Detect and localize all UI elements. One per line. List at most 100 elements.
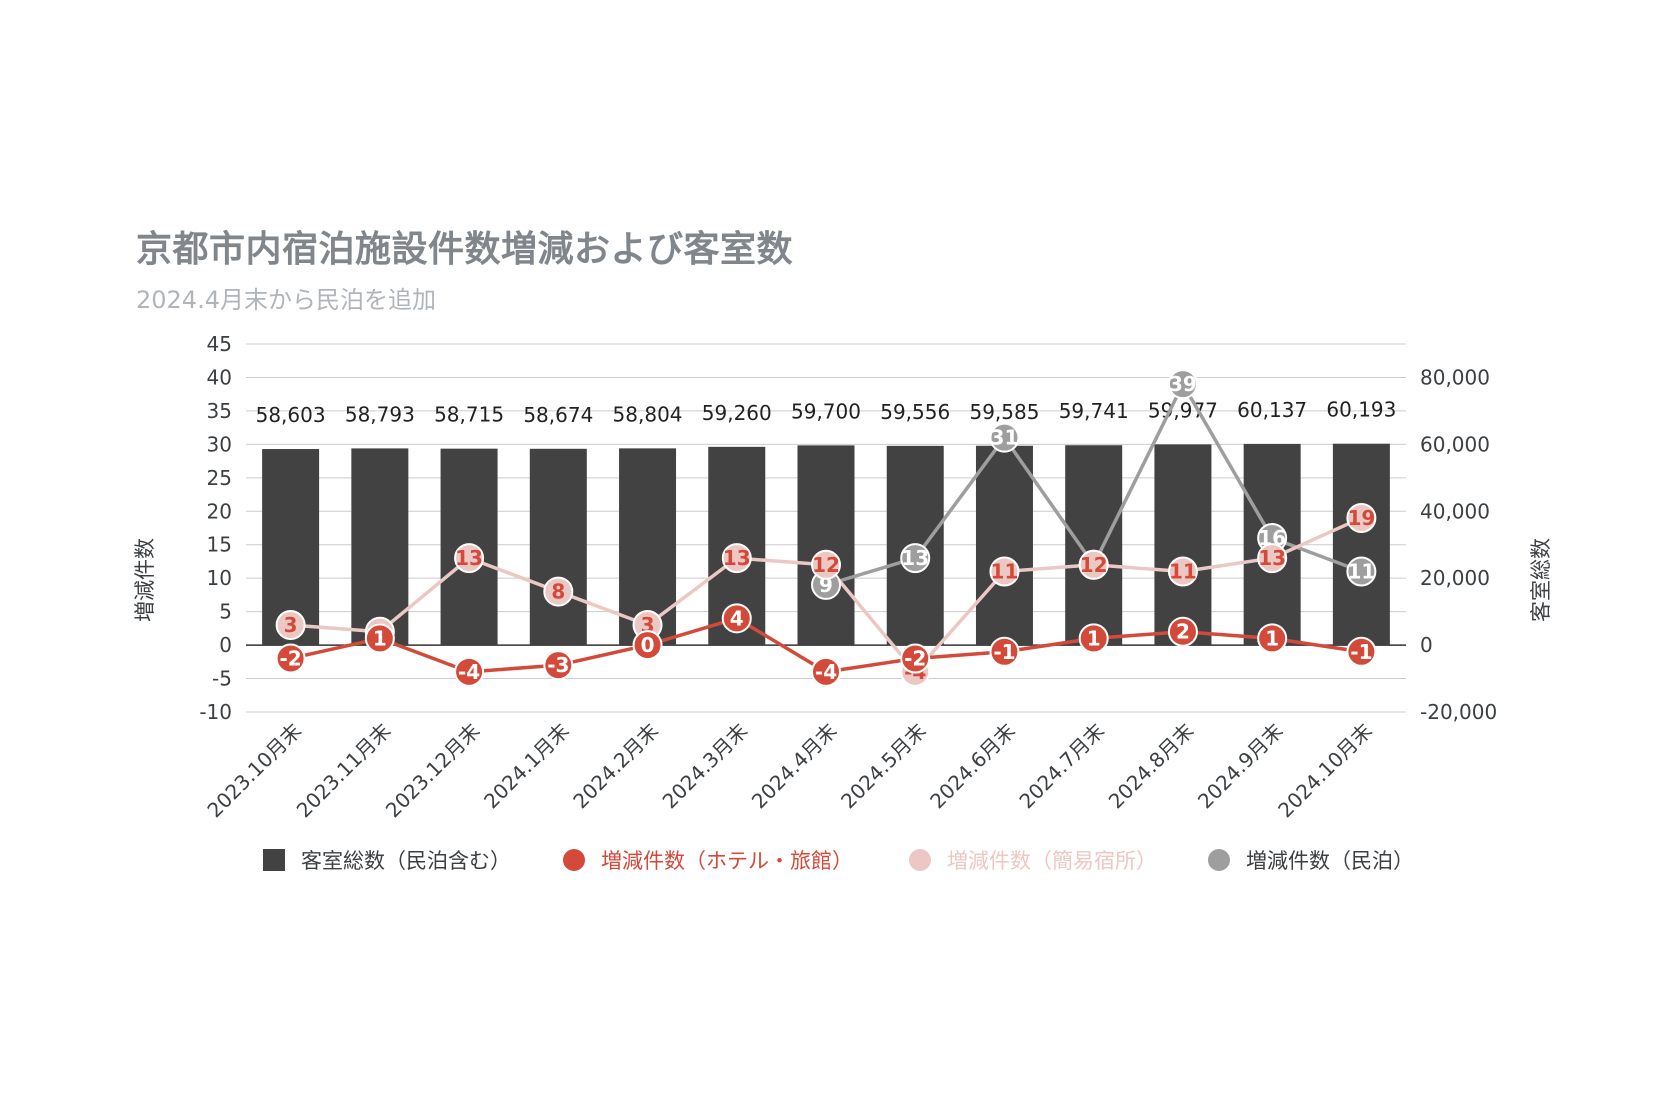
category-label: 2024.10月末 (1273, 719, 1377, 823)
data-point (811, 549, 841, 580)
point-data-label: 4 (730, 606, 744, 630)
left-tick-label: 20 (207, 499, 232, 523)
category-labels: 2023.10月末2023.11月末2023.12月末2024.1月末2024.… (202, 719, 1377, 823)
data-point (1257, 543, 1288, 574)
bar-data-label: 58,793 (345, 402, 415, 426)
legend-label: 増減件数（民泊） (1246, 849, 1414, 873)
series-points: 91331123916113213831312-41112111319-21-4… (275, 369, 1377, 687)
legend-label: 客室総数（民泊含む） (301, 849, 511, 873)
bar-data-label: 58,804 (613, 402, 683, 426)
category-label: 2024.6月末 (925, 719, 1020, 814)
data-point (900, 643, 931, 674)
data-point (1078, 623, 1109, 654)
legend-swatch (909, 849, 931, 871)
point-data-label: -4 (458, 660, 480, 684)
right-tick-label: 40,000 (1420, 499, 1490, 523)
data-point (1167, 369, 1198, 400)
bar-labels: 58,603 58,793 58,715 58,674 58,804 59,260 59,7… (256, 398, 1397, 427)
chart-title: 京都市内宿泊施設件数増減および客室数 (136, 229, 794, 270)
bar (975, 445, 1033, 646)
left-tick-label: 15 (207, 533, 232, 557)
point-data-label: 1 (1087, 626, 1101, 650)
data-point (543, 576, 574, 607)
category-label: 2023.11月末 (292, 719, 396, 823)
bar-data-label: 59,700 (791, 399, 861, 423)
point-data-label: 13 (1258, 546, 1286, 570)
point-data-label: 11 (1169, 559, 1197, 583)
bar (529, 448, 587, 646)
bar-data-label: 59,556 (880, 400, 950, 424)
point-data-label: 13 (455, 546, 483, 570)
data-point (1346, 636, 1377, 667)
left-tick-label: 40 (207, 365, 232, 389)
data-point (721, 603, 752, 634)
data-point (543, 650, 574, 681)
point-data-label: -1 (1350, 640, 1372, 664)
point-data-label: 8 (551, 580, 565, 604)
data-point (275, 610, 306, 641)
point-data-label: 19 (1347, 506, 1375, 530)
point-data-label: -2 (904, 646, 926, 670)
data-point (811, 656, 841, 687)
bar-data-label: 59,585 (969, 400, 1039, 424)
category-label: 2024.2月末 (568, 719, 663, 814)
point-data-label: 1 (1265, 626, 1279, 650)
data-point (632, 630, 663, 661)
bar (1332, 443, 1390, 646)
bar-data-label: 58,603 (256, 403, 326, 427)
left-axis-ticks: -10 -5 0 5 10 15 20 25 30 35 40 45 (199, 332, 232, 724)
point-data-label: 12 (812, 553, 840, 577)
point-data-label: 3 (284, 613, 298, 637)
legend-swatch (1208, 849, 1230, 871)
left-tick-label: 10 (207, 566, 232, 590)
legend: 客室総数（民泊含む） 増減件数（ホテル・旅館） 増減件数（簡易宿所） 増減件数（民泊） (263, 849, 1414, 873)
bar (1065, 445, 1123, 646)
data-point (275, 643, 306, 674)
data-point (1167, 556, 1198, 587)
bar-data-label: 58,674 (523, 403, 593, 427)
legend-swatch (563, 849, 585, 871)
left-tick-label: 35 (207, 399, 232, 423)
left-tick-label: -10 (199, 700, 232, 724)
data-point (1078, 549, 1109, 580)
point-data-label: -4 (815, 660, 837, 684)
bar-data-label: 60,137 (1237, 398, 1307, 422)
legend-swatch (263, 849, 285, 871)
point-data-label: 13 (723, 546, 751, 570)
point-data-label: 13 (901, 546, 929, 570)
data-point (1167, 616, 1198, 647)
point-data-label: 11 (991, 559, 1019, 583)
bar-data-label: 59,741 (1059, 399, 1129, 423)
left-tick-label: 0 (219, 633, 232, 657)
bars (262, 443, 1390, 646)
bar-data-label: 60,193 (1326, 398, 1396, 422)
bar-data-label: 59,977 (1148, 398, 1218, 422)
data-point (721, 543, 752, 574)
left-tick-label: 30 (207, 432, 232, 456)
category-label: 2024.9月末 (1193, 719, 1288, 814)
data-point (454, 656, 485, 687)
right-axis-title: 客室総数 (1529, 538, 1553, 622)
data-point (989, 636, 1020, 667)
bar-data-label: 58,715 (434, 403, 504, 427)
category-label: 2024.4月末 (747, 719, 842, 814)
data-point (1346, 556, 1377, 587)
category-label: 2023.10月末 (202, 719, 306, 823)
data-point (1257, 623, 1288, 654)
bar-data-label: 59,260 (702, 401, 772, 425)
category-label: 2023.12月末 (381, 719, 485, 823)
legend-label: 増減件数（ホテル・旅館） (601, 849, 853, 873)
data-point (364, 623, 395, 654)
data-point (900, 543, 931, 574)
left-tick-label: 45 (207, 332, 232, 356)
category-label: 2024.7月末 (1014, 719, 1109, 814)
point-data-label: -2 (280, 646, 302, 670)
point-data-label: -3 (547, 653, 569, 677)
point-data-label: 11 (1347, 559, 1375, 583)
right-tick-label: -20,000 (1420, 700, 1497, 724)
point-data-label: -1 (993, 640, 1015, 664)
right-tick-label: 80,000 (1420, 365, 1490, 389)
data-point (454, 543, 485, 574)
category-label: 2024.5月末 (836, 719, 931, 814)
